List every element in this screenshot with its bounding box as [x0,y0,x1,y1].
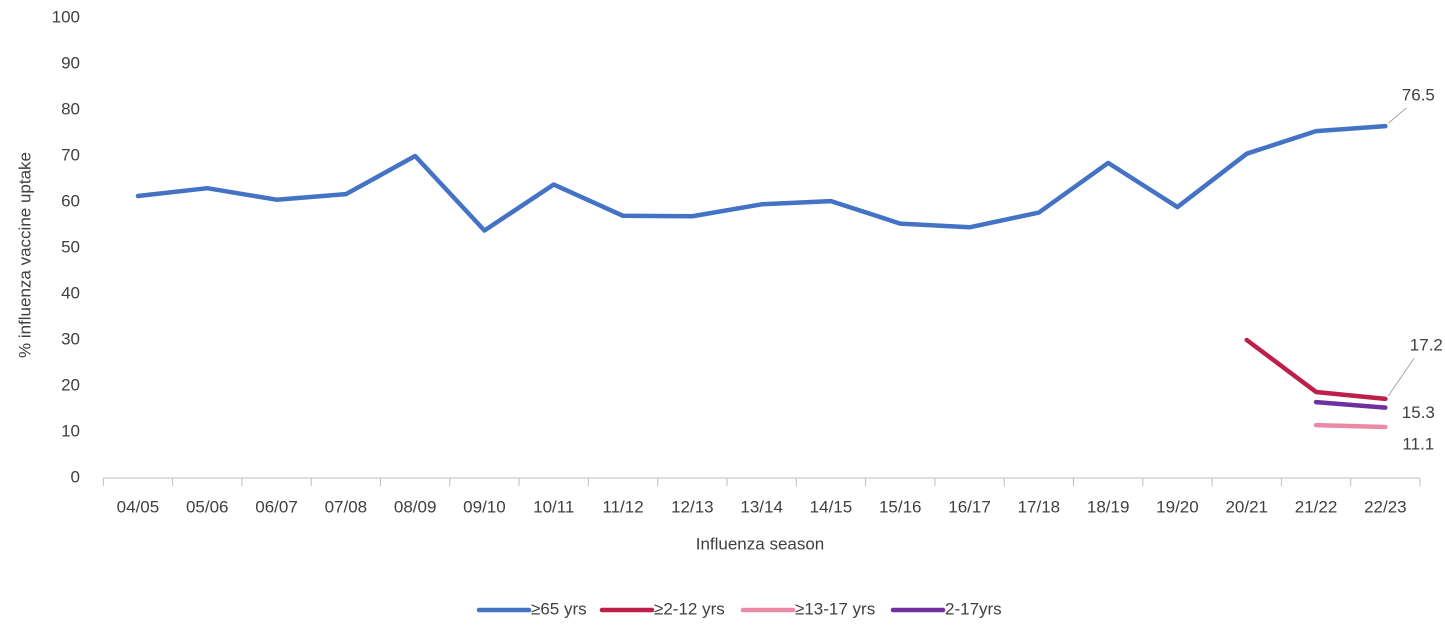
legend-label: ≥13-17 yrs [795,599,875,618]
leader-line [1387,357,1415,397]
x-tick-label: 06/07 [255,497,298,516]
series-line [135,123,1388,233]
x-axis-title: Influenza season [696,534,825,553]
series-line [1313,399,1388,410]
data-label: 11.1 [1402,434,1434,453]
y-axis-title: % influenza vaccine uptake [15,152,34,358]
y-tick-label: 20 [61,375,80,394]
legend-label: ≥65 yrs [531,599,587,618]
series-line [1244,337,1388,402]
x-tick-label: 20/21 [1225,497,1268,516]
y-tick-label: 30 [61,329,80,348]
y-tick-label: 70 [61,145,80,164]
y-tick-label: 0 [71,467,80,486]
y-tick-label: 40 [61,283,80,302]
x-tick-label: 08/09 [394,497,437,516]
series-line [1313,422,1388,430]
y-tick-label: 60 [61,191,80,210]
x-tick-label: 11/12 [602,497,643,516]
x-tick-label: 07/08 [325,497,368,516]
x-tick-label: 04/05 [117,497,160,516]
x-tick-label: 17/18 [1018,497,1061,516]
x-tick-label: 18/19 [1087,497,1130,516]
x-tick-label: 15/16 [879,497,922,516]
x-tick-label: 22/23 [1364,497,1407,516]
y-tick-label: 90 [61,53,80,72]
x-tick-label: 12/13 [671,497,714,516]
legend-label: 2-17yrs [945,599,1002,618]
data-label: 17.2 [1410,335,1443,354]
data-label: 76.5 [1402,86,1435,105]
legend-label: ≥2-12 yrs [654,599,725,618]
x-tick-label: 05/06 [186,497,229,516]
x-tick-label: 16/17 [948,497,991,516]
x-tick-label: 19/20 [1156,497,1199,516]
x-tick-label: 21/22 [1295,497,1338,516]
y-tick-label: 100 [52,7,80,26]
x-tick-label: 13/14 [740,497,783,516]
x-tick-label: 09/10 [463,497,506,516]
leader-line [1388,107,1407,124]
y-tick-label: 80 [61,99,80,118]
x-tick-label: 10/11 [533,497,574,516]
y-tick-label: 10 [61,421,80,440]
x-tick-label: 14/15 [810,497,853,516]
y-tick-label: 50 [61,237,80,256]
data-label: 15.3 [1402,403,1435,422]
